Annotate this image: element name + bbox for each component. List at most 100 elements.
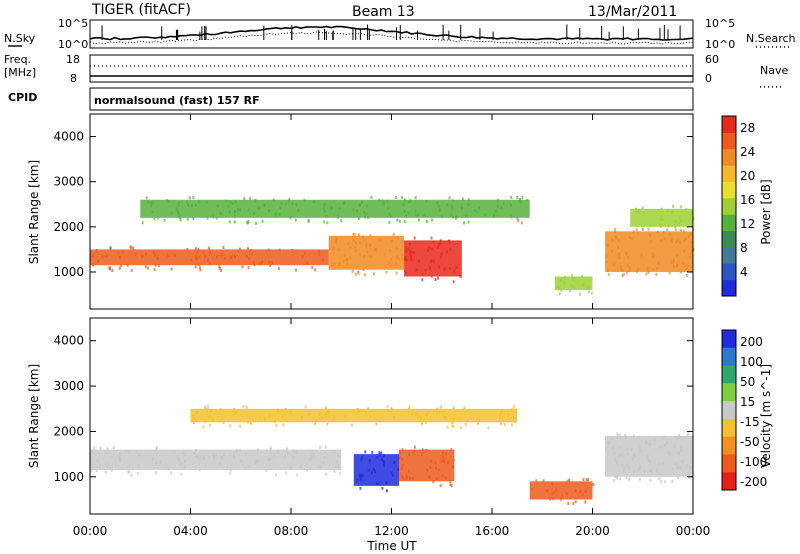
band-3-speck xyxy=(254,221,257,225)
band-3-speck xyxy=(190,204,193,208)
band-4-speck xyxy=(631,457,634,461)
band-0-speck xyxy=(269,447,272,451)
band-3-speck xyxy=(467,203,470,207)
band-5-speck xyxy=(687,264,690,268)
band-4-speck xyxy=(628,466,631,470)
band-1-speck xyxy=(369,234,372,238)
band-6-speck xyxy=(691,211,694,215)
band-3-speck xyxy=(414,209,417,213)
band-3-speck xyxy=(519,200,522,204)
band-0-speck xyxy=(156,257,159,261)
band-4-speck xyxy=(574,276,577,280)
band-0-speck xyxy=(335,463,338,467)
freq-tick-top: 18 xyxy=(66,53,80,66)
band-4-speck xyxy=(662,462,665,466)
band-5-speck xyxy=(513,404,516,408)
freq-unit: [MHz] xyxy=(4,66,36,79)
band-5-speck xyxy=(618,256,621,260)
band-4-speck xyxy=(608,441,611,445)
band-4-speck xyxy=(571,273,574,277)
band-0-speck xyxy=(240,459,243,463)
band-3-speck xyxy=(278,212,281,216)
band-3-speck xyxy=(568,478,571,482)
band-1-speck xyxy=(353,233,356,237)
colorbar-swatch-0 xyxy=(722,330,736,349)
band-3-speck xyxy=(360,200,363,204)
band-5-speck xyxy=(229,424,232,428)
band-4-speck xyxy=(653,437,656,441)
band-0-speck xyxy=(178,463,181,467)
band-0-speck xyxy=(253,262,256,266)
nsky-spikes xyxy=(101,24,681,40)
band-4-speck xyxy=(662,436,665,440)
band-0-speck xyxy=(146,266,149,270)
power-colorbar-label: Power [dB] xyxy=(759,179,773,244)
band-5-speck xyxy=(367,407,370,411)
colorbar-swatch-6 xyxy=(722,436,736,455)
band-3-speck xyxy=(422,214,425,218)
band-3-speck xyxy=(231,202,234,206)
band-3-speck xyxy=(192,217,195,221)
band-5-speck xyxy=(459,416,462,420)
band-0-speck xyxy=(106,464,109,468)
band-2-speck xyxy=(408,242,411,246)
band-3-speck xyxy=(151,210,154,214)
band-4-speck xyxy=(655,469,658,473)
band-5-speck xyxy=(250,421,253,425)
band-5-speck xyxy=(273,419,276,423)
band-0-speck xyxy=(104,470,107,474)
band-1-speck xyxy=(391,473,394,477)
band-3-speck xyxy=(370,195,373,199)
band-2-speck xyxy=(404,247,407,251)
band-4-speck xyxy=(614,475,617,479)
band-5-speck xyxy=(613,263,616,267)
band-3-speck xyxy=(289,216,292,220)
colorbar-swatch-0 xyxy=(722,279,736,297)
band-3-speck xyxy=(216,204,219,208)
ytick-label-0: 1000 xyxy=(53,265,84,279)
band-4-speck xyxy=(649,478,652,482)
band-4-speck xyxy=(638,445,641,449)
band-2-speck xyxy=(450,484,453,488)
band-2-speck xyxy=(438,242,441,246)
band-5-speck xyxy=(605,255,608,259)
band-3-speck xyxy=(585,478,588,482)
band-2-speck xyxy=(442,459,445,463)
band-3-speck xyxy=(415,213,418,217)
band-3-speck xyxy=(387,206,390,210)
band-2-speck xyxy=(407,469,410,473)
band-0-speck xyxy=(129,245,132,249)
band-3-speck xyxy=(141,221,144,225)
band-2-speck xyxy=(430,247,433,251)
band-5-speck xyxy=(196,411,199,415)
band-3-speck xyxy=(390,214,393,218)
band-0-speck xyxy=(220,253,223,257)
band-1-speck xyxy=(378,453,381,457)
band-3-speck xyxy=(336,215,339,219)
band-0-speck xyxy=(194,466,197,470)
band-3-speck xyxy=(366,204,369,208)
band-5-speck xyxy=(684,266,687,270)
band-3-speck xyxy=(493,214,496,218)
band-0-speck xyxy=(153,253,156,257)
velocity-axes: 1000 2000 3000 4000 xyxy=(53,318,694,514)
band-5-speck xyxy=(245,405,248,409)
band-1-speck xyxy=(366,250,369,254)
band-2-speck xyxy=(449,483,452,487)
band-5-speck xyxy=(375,422,378,426)
band-0-speck xyxy=(138,453,141,457)
band-0-speck xyxy=(208,455,211,459)
band-3-speck xyxy=(145,196,148,200)
band-3-speck xyxy=(325,214,328,218)
band-5-speck xyxy=(264,417,267,421)
band-1-speck xyxy=(401,257,404,261)
band-0-speck xyxy=(295,451,298,455)
band-5-speck xyxy=(685,263,688,267)
band-0-speck xyxy=(108,266,111,270)
band-4-speck xyxy=(630,448,633,452)
band-0-speck xyxy=(151,457,154,461)
band-0-speck xyxy=(118,266,121,270)
band-0-speck xyxy=(229,472,232,476)
band-5-speck xyxy=(656,230,659,234)
band-1-speck xyxy=(398,257,401,261)
